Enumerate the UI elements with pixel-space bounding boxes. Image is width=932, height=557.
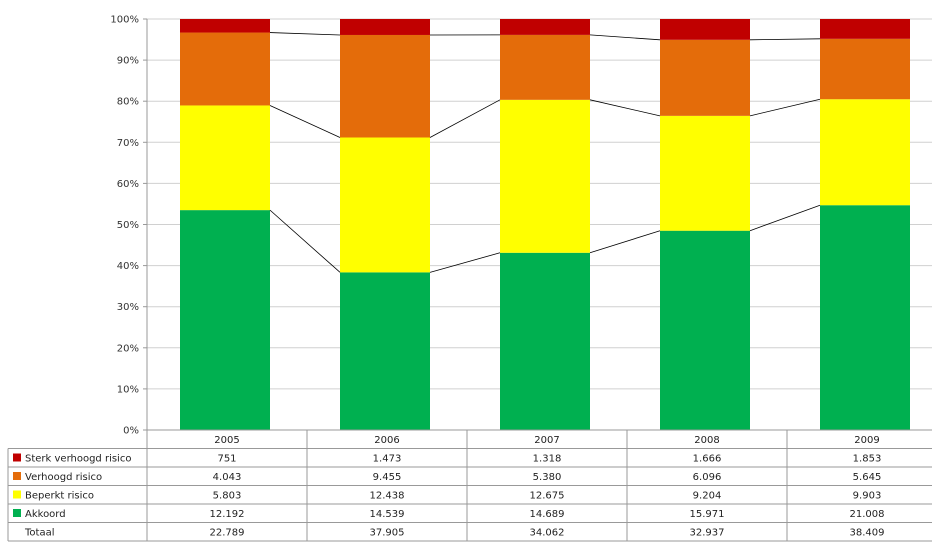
y-tick-label: 60% <box>117 179 139 190</box>
data-label: 34.062 <box>530 528 565 539</box>
data-label: 38.409 <box>850 528 885 539</box>
bar-segment <box>820 19 910 39</box>
bar-segment <box>660 115 750 231</box>
data-label: 14.689 <box>530 509 565 520</box>
bar-segment <box>660 19 750 40</box>
data-label: 5.645 <box>853 472 882 483</box>
data-label: 9.204 <box>693 491 722 502</box>
bar-segment <box>180 105 270 211</box>
series-line <box>589 99 661 117</box>
bar-segment <box>180 32 270 106</box>
y-tick-label: 80% <box>117 97 139 108</box>
legend-label: Verhoogd risico <box>25 472 102 483</box>
bar-segment <box>660 39 750 116</box>
data-label: 751 <box>217 454 236 465</box>
data-label: 9.455 <box>373 472 402 483</box>
series-line <box>269 32 341 36</box>
y-tick-label: 90% <box>117 56 139 67</box>
legend-key <box>13 509 21 517</box>
data-label: 21.008 <box>850 509 885 520</box>
y-tick-label: 20% <box>117 343 139 354</box>
data-label: 12.438 <box>370 491 405 502</box>
bar-segment <box>820 205 910 430</box>
legend-label: Akkoord <box>25 509 66 520</box>
y-tick-label: 0% <box>123 426 139 437</box>
data-label: 32.937 <box>690 528 725 539</box>
bar-segment <box>340 272 430 430</box>
y-tick-label: 10% <box>117 384 139 395</box>
legend-label: Totaal <box>24 528 54 539</box>
bar-segment <box>340 137 430 273</box>
data-label: 22.789 <box>210 528 245 539</box>
category-label: 2007 <box>534 435 559 446</box>
legend-label: Beperkt risico <box>25 491 94 502</box>
data-label: 1.853 <box>853 454 882 465</box>
series-line <box>589 230 661 254</box>
bar-segment <box>180 19 270 33</box>
series-line <box>429 252 501 273</box>
y-tick-label: 70% <box>117 138 139 149</box>
bar-segment <box>180 210 270 430</box>
legend-key <box>13 453 21 462</box>
category-label: 2006 <box>374 435 399 446</box>
category-label: 2009 <box>854 435 879 446</box>
bar-segment <box>340 34 430 138</box>
y-tick-label: 40% <box>117 261 139 272</box>
series-line <box>269 209 341 273</box>
data-label: 4.043 <box>213 472 242 483</box>
series-line <box>589 34 661 41</box>
data-label: 14.539 <box>370 509 405 520</box>
legend-key <box>13 472 21 480</box>
series-line <box>269 105 341 138</box>
bar-segment <box>500 99 590 253</box>
y-tick-label: 50% <box>117 220 139 231</box>
data-label: 1.473 <box>373 454 402 465</box>
series-line <box>749 38 821 41</box>
data-label: 5.803 <box>213 491 242 502</box>
series-line <box>749 204 821 232</box>
legend-key <box>13 490 21 499</box>
bar-segment <box>820 99 910 206</box>
data-label: 12.192 <box>210 509 245 520</box>
data-label: 1.666 <box>693 454 722 465</box>
bar-segment <box>500 19 590 35</box>
bar-segment <box>660 230 750 430</box>
data-label: 12.675 <box>530 491 565 502</box>
data-label: 9.903 <box>853 491 882 502</box>
data-label: 15.971 <box>690 509 725 520</box>
bar-segment <box>500 252 590 430</box>
data-label: 6.096 <box>693 472 722 483</box>
bar-segment <box>340 19 430 35</box>
bar-segment <box>820 38 910 100</box>
data-label: 1.318 <box>533 454 562 465</box>
data-label: 37.905 <box>370 528 405 539</box>
series-line <box>429 99 501 138</box>
data-label: 5.380 <box>533 472 562 483</box>
y-tick-label: 30% <box>117 302 139 313</box>
series-line <box>749 98 821 117</box>
bar-segment <box>500 34 590 100</box>
y-tick-label: 100% <box>110 15 139 26</box>
category-label: 2008 <box>694 435 719 446</box>
legend-label: Sterk verhoogd risico <box>25 454 131 465</box>
category-label: 2005 <box>214 435 239 446</box>
